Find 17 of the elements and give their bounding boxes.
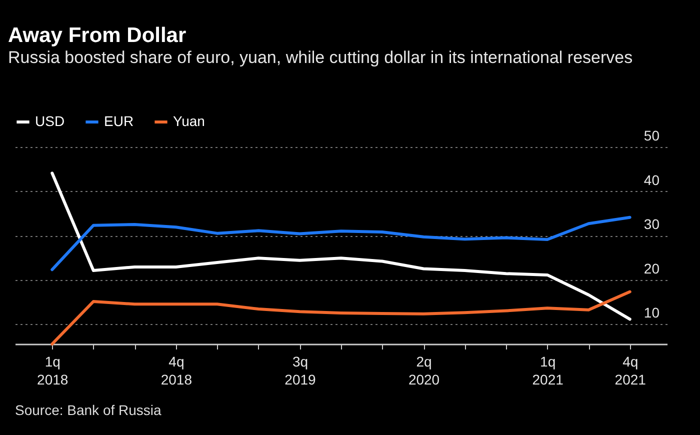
source-note: Source: Bank of Russia — [15, 402, 162, 418]
y-tick-label: 30 — [644, 216, 660, 232]
legend-label: USD — [35, 113, 65, 129]
chart-subtitle: Russia boosted share of euro, yuan, while cutting dollar in its international reserves — [8, 48, 633, 67]
x-tick-label: 4q 2021 — [614, 354, 646, 388]
x-tick-label: 4q 2018 — [160, 354, 192, 388]
x-tick-label: 1q 2018 — [37, 354, 68, 388]
chart-title: Away From Dollar — [8, 24, 186, 47]
x-tick-label: 1q 2021 — [532, 354, 564, 388]
y-tick-label: 10 — [644, 304, 660, 321]
legend-label: Yuan — [173, 113, 205, 129]
x-tick-label: 3q 2019 — [284, 354, 316, 388]
x-tick-label: 2q 2020 — [408, 354, 440, 388]
legend-label: EUR — [104, 113, 134, 129]
y-tick-label: 50 — [644, 128, 660, 144]
y-tick-label: 40 — [644, 172, 660, 188]
y-tick-label: 20 — [644, 260, 660, 276]
